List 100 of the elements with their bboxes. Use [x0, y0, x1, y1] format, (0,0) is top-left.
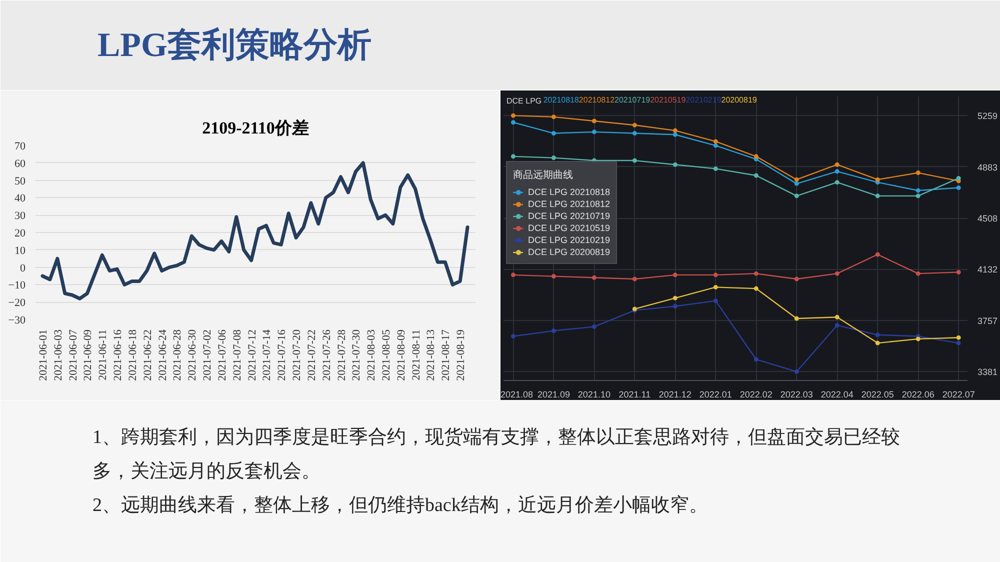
- point: [916, 336, 920, 342]
- point: [754, 286, 758, 291]
- point: [672, 162, 678, 167]
- point: [834, 169, 840, 174]
- point: [551, 131, 556, 136]
- y-tick-label: 0: [20, 262, 26, 274]
- point: [713, 143, 718, 148]
- x-tick-label: 2021-06-01: [38, 330, 50, 381]
- point: [551, 328, 556, 334]
- point: [754, 154, 758, 159]
- x-tick-label: 2021-07-14: [261, 329, 274, 381]
- x-tick-label: 2021-07-20: [291, 329, 304, 381]
- x-tick-label: 2022.02: [740, 390, 772, 400]
- x-tick-label: 2021.11: [618, 390, 651, 400]
- legend-label: DCE LPG 20210818: [528, 187, 610, 197]
- point: [794, 316, 799, 321]
- point: [672, 296, 678, 300]
- annotation: 20200819: [721, 96, 758, 104]
- x-tick-label: 2021-08-19: [455, 329, 468, 381]
- point: [956, 270, 961, 274]
- point: [875, 177, 880, 182]
- point: [510, 120, 516, 125]
- legend-label: DCE LPG 20200819: [528, 247, 610, 257]
- x-tick-label: 2022.04: [820, 390, 854, 400]
- point: [875, 340, 880, 346]
- x-tick-label: 2022.03: [780, 390, 813, 400]
- point: [713, 272, 718, 278]
- x-tick-label: 2021-07-12: [246, 330, 258, 381]
- point: [592, 275, 596, 280]
- x-tick-label: 2021-06-30: [186, 329, 199, 381]
- point: [672, 132, 678, 137]
- point: [592, 130, 596, 134]
- point: [916, 271, 920, 276]
- y-tick-label: 50: [14, 175, 26, 188]
- point: [551, 114, 556, 120]
- annotation: 20210812: [578, 96, 616, 104]
- point: [956, 340, 961, 346]
- point: [672, 128, 678, 133]
- point: [875, 332, 880, 338]
- y-tick-label: −10: [8, 280, 26, 292]
- point: [875, 252, 880, 257]
- point: [834, 314, 840, 320]
- point: [510, 113, 516, 118]
- point: [834, 323, 840, 328]
- x-tick-label: 2021-08-05: [380, 329, 392, 381]
- point: [632, 131, 637, 136]
- point: [713, 139, 718, 144]
- x-tick-label: 2022.07: [942, 390, 975, 400]
- y-tick-label: 3381: [978, 367, 998, 378]
- point: [510, 272, 516, 278]
- x-tick-label: 2022.06: [902, 390, 934, 400]
- y-tick-label: 40: [14, 192, 26, 205]
- point: [834, 180, 840, 185]
- legend-label: DCE LPG 20210719: [528, 211, 610, 221]
- x-tick-label: 2021-08-13: [425, 329, 438, 381]
- point: [794, 177, 799, 182]
- x-tick-label: 2021-06-28: [172, 329, 184, 381]
- x-tick-label: 2021.08: [500, 390, 534, 400]
- x-tick-label: 2021-07-26: [320, 329, 333, 381]
- x-tick-label: 2021-07-30: [350, 329, 363, 381]
- point: [632, 122, 637, 128]
- point: [956, 186, 961, 190]
- annotation: 20210818: [543, 96, 580, 104]
- y-tick-label: 60: [14, 158, 26, 170]
- y-tick-label: 5259: [978, 111, 998, 122]
- x-tick-label: 2021-07-16: [276, 329, 288, 381]
- x-tick-label: 2021.09: [537, 390, 570, 400]
- point: [632, 276, 637, 282]
- x-tick-label: 2021.12: [658, 390, 692, 400]
- point: [916, 170, 920, 176]
- point: [794, 276, 799, 282]
- point: [754, 357, 758, 362]
- x-tick-label: 2021-07-28: [336, 329, 348, 381]
- text: 2、远期曲线来看，整体上移，但仍维持back结构，近远月价差小幅收窄。: [92, 494, 708, 516]
- point: [834, 162, 840, 167]
- point: [916, 188, 920, 193]
- point: [916, 194, 920, 198]
- point: [875, 194, 880, 198]
- x-tick-label: 2021-08-09: [395, 329, 408, 381]
- point: [794, 194, 799, 198]
- point: [713, 166, 718, 171]
- legend-title: 商品远期曲线: [513, 168, 574, 182]
- point: [672, 304, 678, 309]
- legend-label: DCE LPG 20210812: [528, 199, 610, 209]
- point: [592, 324, 596, 329]
- x-tick-label: 2021-06-16: [112, 329, 124, 381]
- point: [794, 369, 799, 374]
- x-tick-label: 2021-07-02: [202, 330, 214, 381]
- x-tick-label: 2021.10: [578, 390, 610, 400]
- point: [672, 272, 678, 278]
- x-tick-label: 2021-07-22: [306, 330, 318, 381]
- y-tick-label: 4508: [978, 214, 998, 224]
- y-tick-label: 3757: [978, 316, 998, 326]
- annotation: 20210519: [650, 96, 686, 104]
- x-tick-label: 2021-07-06: [216, 329, 228, 381]
- x-tick-label: 2022.05: [861, 390, 894, 400]
- x-tick-label: 2021-07-08: [231, 329, 244, 381]
- y-tick-label: 20: [14, 228, 26, 240]
- x-tick-label: 2021-06-24: [156, 329, 169, 381]
- point: [592, 118, 596, 124]
